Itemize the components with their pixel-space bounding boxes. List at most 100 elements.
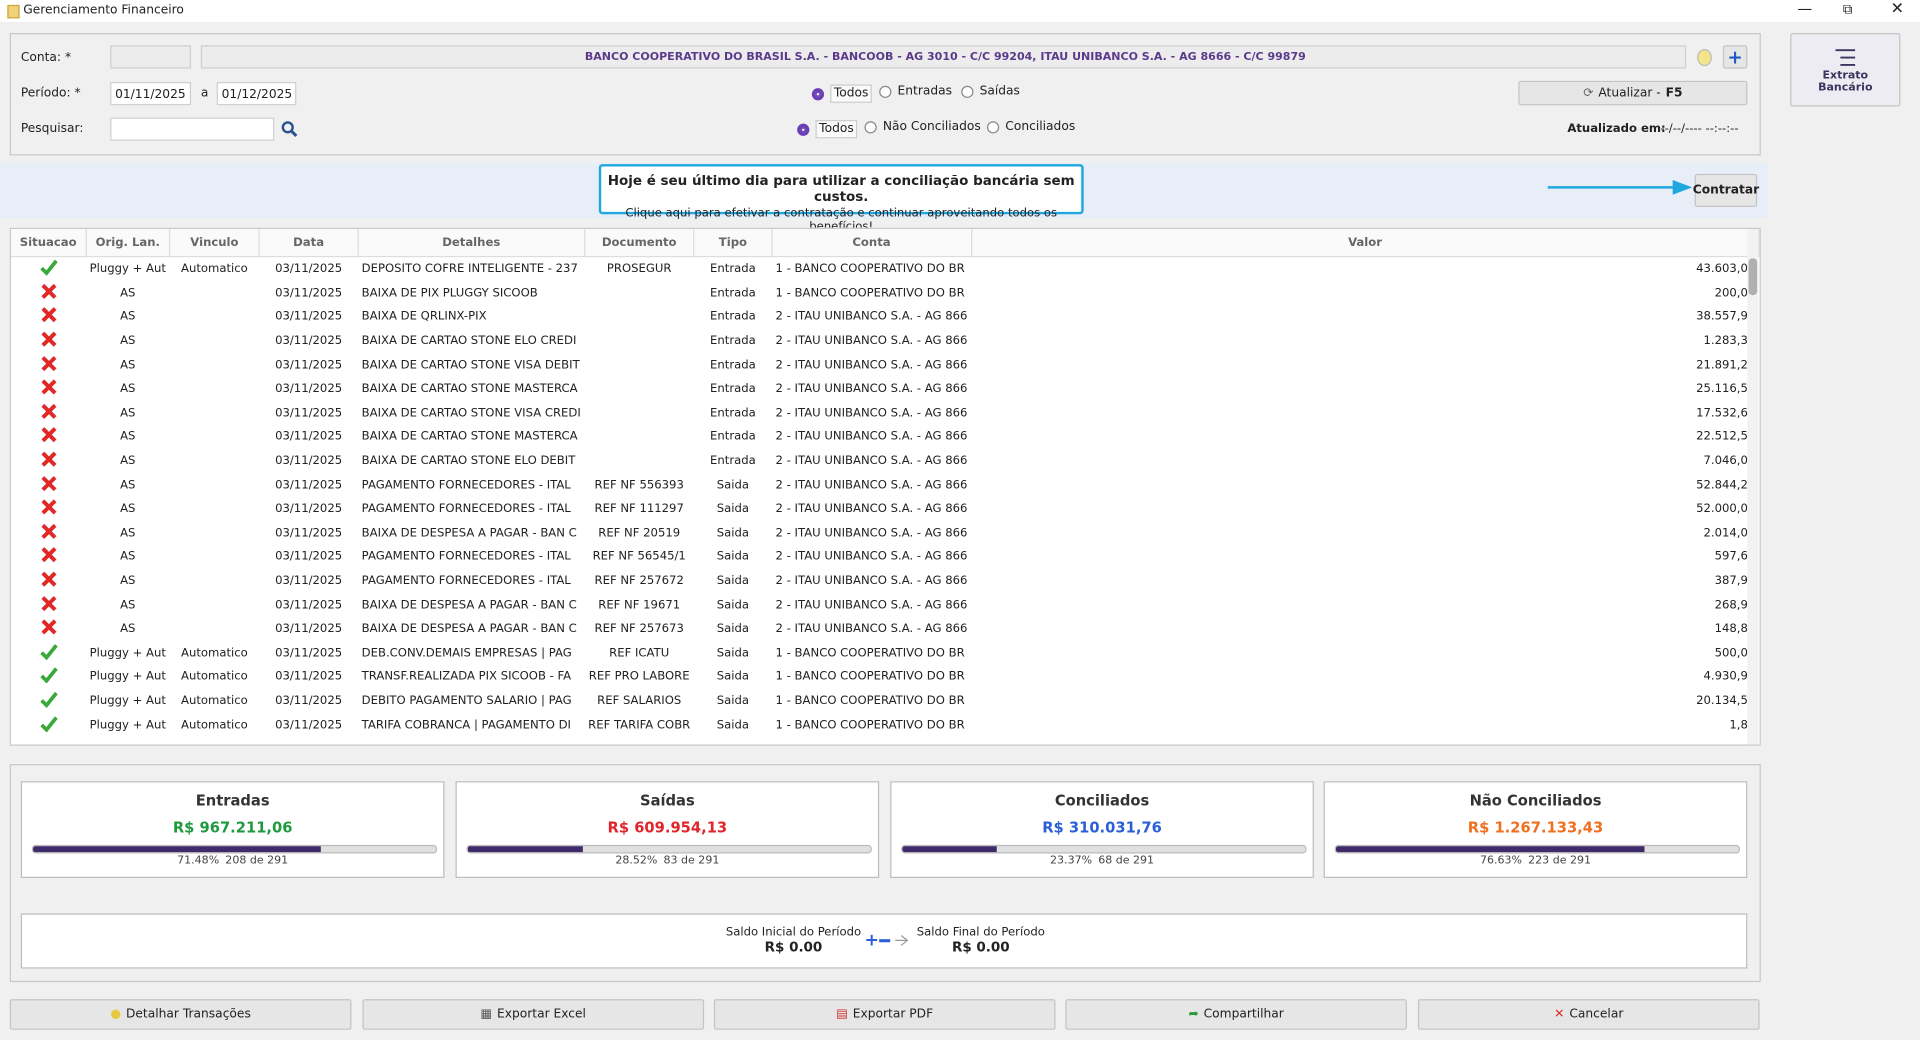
cell: Entrada xyxy=(710,262,756,276)
table-row[interactable]: Pluggy + Aut Automatico 03/11/2025 TARIFA C… xyxy=(11,713,1759,737)
cell xyxy=(584,281,693,305)
cell: Entrada xyxy=(710,382,756,396)
card-title: Entradas xyxy=(195,792,270,810)
cell: 03/11/2025 xyxy=(275,262,343,276)
column-header: Situacao xyxy=(11,228,87,258)
cell: 1,80 xyxy=(1729,718,1756,732)
period-end[interactable]: 01/12/2025 xyxy=(216,82,297,106)
card-count: 68 de 291 xyxy=(1098,854,1155,867)
cell: BAIXA DE QRLINX-PIX xyxy=(361,310,487,324)
radio-option[interactable]: Entradas xyxy=(879,84,953,98)
table-row[interactable]: AS 03/11/2025 PAGAMENTO FORNECEDORES - ITA… xyxy=(11,569,1759,593)
period-start[interactable]: 01/11/2025 xyxy=(110,82,192,106)
cell: Pluggy + Aut xyxy=(89,670,166,684)
hint-icon[interactable] xyxy=(1697,48,1712,67)
radio-option[interactable]: Todos xyxy=(797,120,858,139)
table-row[interactable]: AS 03/11/2025 BAIXA DE CARTAO STONE VISA C… xyxy=(11,401,1759,425)
cell: 2 - ITAU UNIBANCO S.A. - AG 866 xyxy=(775,358,968,372)
cell: AS xyxy=(120,406,136,420)
cell: Pluggy + Aut xyxy=(89,694,166,708)
action-button[interactable]: ● Detalhar Transações xyxy=(9,999,352,1030)
cell xyxy=(170,281,260,305)
refresh-key: F5 xyxy=(1665,86,1683,100)
column-header: Valor xyxy=(971,228,1760,258)
account-code[interactable] xyxy=(110,45,192,69)
table-row[interactable]: AS 03/11/2025 BAIXA DE DESPESA A PAGAR - B… xyxy=(11,617,1759,641)
app-icon xyxy=(7,4,20,19)
table-row[interactable]: AS 03/11/2025 PAGAMENTO FORNECEDORES - ITA… xyxy=(11,545,1759,569)
table-row[interactable]: AS 03/11/2025 BAIXA DE CARTAO STONE VISA D… xyxy=(11,353,1759,377)
cell: AS xyxy=(120,526,136,540)
contract-button[interactable]: Contratar xyxy=(1693,173,1759,207)
window-title: Gerenciamento Financeiro xyxy=(23,3,184,18)
updated-value: --/--/---- --:--:-- xyxy=(1660,122,1739,136)
table-row[interactable]: Pluggy + Aut Automatico 03/11/2025 DEPOSITO… xyxy=(11,257,1759,282)
radio-circle xyxy=(986,120,1000,133)
table-row[interactable]: AS 03/11/2025 BAIXA DE CARTAO STONE ELO DE… xyxy=(11,449,1759,473)
offer-headline: Hoje é seu último dia para utilizar a co… xyxy=(607,172,1075,205)
status-cell xyxy=(11,353,86,377)
statement-button[interactable]: Extrato Bancário xyxy=(1790,33,1901,107)
cell: 03/11/2025 xyxy=(275,358,343,372)
table-row[interactable]: AS 03/11/2025 BAIXA DE CARTAO STONE ELO CR… xyxy=(11,329,1759,353)
close[interactable]: ✕ xyxy=(1890,0,1904,19)
radio-option[interactable]: Todos xyxy=(811,84,873,103)
offer-box[interactable]: Hoje é seu último dia para utilizar a co… xyxy=(598,164,1084,234)
status-cell xyxy=(11,305,86,329)
account-value[interactable]: BANCO COOPERATIVO DO BRASIL S.A. - BANCO… xyxy=(200,45,1687,69)
action-button[interactable]: ✕ Cancelar xyxy=(1417,999,1760,1030)
table-row[interactable]: AS 03/11/2025 BAIXA DE DESPESA A PAGAR - B… xyxy=(11,521,1759,545)
cell: 387,96 xyxy=(1714,574,1756,588)
radio-option[interactable]: Conciliados xyxy=(986,120,1075,133)
cell: BAIXA DE DESPESA A PAGAR - BAN C xyxy=(361,598,577,612)
minimize[interactable]: — xyxy=(1797,0,1813,18)
cell xyxy=(584,449,693,473)
cell: BAIXA DE DESPESA A PAGAR - BAN C xyxy=(361,526,577,540)
scrollbar[interactable] xyxy=(1747,228,1759,745)
cell xyxy=(170,425,260,449)
table-row[interactable]: AS 03/11/2025 BAIXA DE CARTAO STONE MASTER… xyxy=(11,425,1759,449)
cell: AS xyxy=(120,454,136,468)
add-account-button[interactable]: + xyxy=(1722,45,1748,69)
cell: TARIFA COBRANCA | PAGAMENTO DI xyxy=(361,718,571,732)
action-button[interactable]: ▦ Exportar Excel xyxy=(362,999,705,1030)
status-cell xyxy=(11,473,86,497)
cell: BAIXA DE CARTAO STONE MASTERCA xyxy=(361,382,578,396)
cell: PROSEGUR xyxy=(606,262,672,276)
radio-option[interactable]: Saídas xyxy=(961,84,1020,98)
cell: 21.891,28 xyxy=(1696,358,1756,372)
radio-label: Entradas xyxy=(897,84,953,98)
refresh-button[interactable]: ⟳ Atualizar - F5 xyxy=(1518,80,1748,106)
table-row[interactable]: Pluggy + Aut Automatico 03/11/2025 DEB.CONV… xyxy=(11,641,1759,665)
cell: 2 - ITAU UNIBANCO S.A. - AG 866 xyxy=(775,622,968,636)
search-icon[interactable] xyxy=(280,120,298,138)
cell xyxy=(170,521,260,545)
table-row[interactable]: AS 03/11/2025 PAGAMENTO FORNECEDORES - ITA… xyxy=(11,473,1759,497)
progress-fill xyxy=(902,846,997,853)
table-row[interactable]: AS 03/11/2025 BAIXA DE PIX PLUGGY SICOOB En… xyxy=(11,281,1759,305)
cell: 2 - ITAU UNIBANCO S.A. - AG 866 xyxy=(775,454,968,468)
unreconciled-icon xyxy=(40,547,56,563)
cell: REF NF 556393 xyxy=(594,478,684,492)
action-button[interactable]: ▤ Exportar PDF xyxy=(713,999,1056,1030)
table-row[interactable]: Pluggy + Aut Automatico 03/11/2025 DEBITO P… xyxy=(11,689,1759,713)
status-cell xyxy=(11,665,86,689)
table-row[interactable]: AS 03/11/2025 BAIXA DE DESPESA A PAGAR - B… xyxy=(11,593,1759,617)
table-row[interactable]: AS 03/11/2025 PAGAMENTO FORNECEDORES - ITA… xyxy=(11,497,1759,521)
cell: 03/11/2025 xyxy=(275,622,343,636)
table-row[interactable]: AS 03/11/2025 BAIXA DE QRLINX-PIX Entrada 2 … xyxy=(11,305,1759,329)
search-input[interactable] xyxy=(110,117,275,141)
reconciled-icon xyxy=(39,691,58,709)
unreconciled-icon xyxy=(40,523,56,539)
cell: 17.532,68 xyxy=(1696,406,1756,420)
maximize[interactable]: ⧉ xyxy=(1842,1,1853,18)
cell: 03/11/2025 xyxy=(275,646,343,660)
cell xyxy=(170,497,260,521)
radio-circle xyxy=(864,120,877,133)
action-button[interactable]: ➦ Compartilhar xyxy=(1065,999,1407,1030)
cell: REF NF 19671 xyxy=(598,598,681,612)
table-row[interactable]: AS 03/11/2025 BAIXA DE CARTAO STONE MASTER… xyxy=(11,377,1759,401)
card-amount: R$ 967.211,06 xyxy=(172,819,293,837)
table-row[interactable]: Pluggy + Aut Automatico 03/11/2025 TRANSF.R… xyxy=(11,665,1759,689)
radio-option[interactable]: Não Conciliados xyxy=(864,120,981,133)
